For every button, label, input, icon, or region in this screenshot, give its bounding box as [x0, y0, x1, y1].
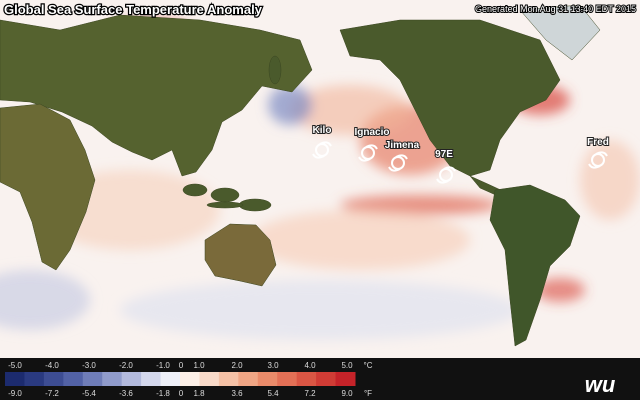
fahrenheit-label: -1.8	[156, 389, 170, 398]
land	[0, 4, 601, 347]
celsius-label: 4.0	[304, 361, 316, 370]
fahrenheit-label: -3.6	[119, 389, 133, 398]
celsius-label: -2.0	[119, 361, 133, 370]
fahrenheit-label: -9.0	[8, 389, 22, 398]
legend-swatch	[335, 372, 356, 386]
legend-swatch	[121, 372, 142, 386]
storm-label: Fred	[587, 137, 609, 148]
fahrenheit-label: 9.0	[341, 389, 353, 398]
celsius-label: -3.0	[82, 361, 96, 370]
storm-arm	[588, 151, 608, 169]
legend-swatch	[63, 372, 84, 386]
celsius-label: -4.0	[45, 361, 59, 370]
logo: wu	[585, 372, 616, 397]
storm-arm	[388, 154, 408, 172]
legend-swatch	[238, 372, 259, 386]
celsius-unit: °C	[364, 361, 373, 370]
legend-swatch	[316, 372, 337, 386]
celsius-label: 1.0	[193, 361, 205, 370]
storm-icon	[312, 141, 332, 159]
fahrenheit-label: -5.4	[82, 389, 96, 398]
storm-icon	[388, 154, 408, 172]
celsius-label: 3.0	[267, 361, 279, 370]
legend-swatch	[43, 372, 64, 386]
storm-icon	[588, 151, 608, 169]
storm-icon	[436, 166, 456, 184]
storm-arm	[358, 144, 378, 162]
legend-swatch	[296, 372, 317, 386]
legend-swatch	[5, 372, 25, 386]
storm-layer: Kilo Ignacio Jimena 97E Fred	[312, 124, 610, 184]
legend-swatch	[199, 372, 220, 386]
fahrenheit-label: 1.8	[193, 389, 205, 398]
storm-label: 97E	[435, 149, 453, 160]
legend-swatch	[257, 372, 278, 386]
fahrenheit-label: 3.6	[231, 389, 243, 398]
celsius-label: 2.0	[231, 361, 243, 370]
celsius-label: 0	[179, 361, 184, 370]
storm-label: Jimena	[385, 140, 420, 151]
legend-swatch	[24, 372, 45, 386]
fahrenheit-label: 0	[179, 389, 184, 398]
legend: -5.0 -4.0 -3.0 -2.0 -1.0 0 1.0 2.0 3.0 4.0 5.0 -9.0…	[5, 361, 373, 398]
map-title: Global Sea Surface Temperature Anomaly	[4, 2, 263, 17]
legend-swatch	[277, 372, 298, 386]
storm-label: Kilo	[313, 125, 332, 136]
celsius-label: 5.0	[341, 361, 353, 370]
fahrenheit-label: 7.2	[304, 389, 316, 398]
storm-icon	[358, 144, 378, 162]
fahrenheit-unit: °F	[364, 389, 372, 398]
celsius-label: -5.0	[8, 361, 22, 370]
storm-arm	[312, 141, 332, 159]
storm-arm	[436, 166, 456, 184]
fahrenheit-label: 5.4	[267, 389, 279, 398]
generated-time: Generated Mon Aug 31 13:40 EDT 2015	[475, 4, 636, 14]
legend-swatch	[180, 372, 200, 386]
celsius-label: -1.0	[156, 361, 170, 370]
logo-text: wu	[585, 372, 616, 397]
legend-swatch	[160, 372, 181, 386]
fahrenheit-label: -7.2	[45, 389, 59, 398]
legend-swatch	[218, 372, 239, 386]
legend-swatch	[102, 372, 123, 386]
storm-label: Ignacio	[354, 127, 389, 138]
legend-swatch	[82, 372, 103, 386]
legend-swatch	[141, 372, 162, 386]
